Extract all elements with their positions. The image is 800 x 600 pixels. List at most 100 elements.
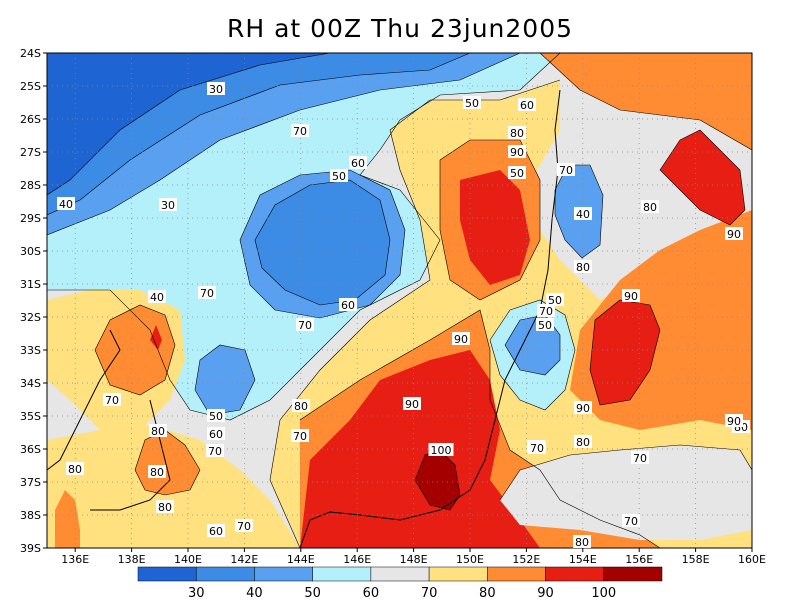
y-tick-label: 35S (20, 410, 41, 423)
contour-label: 90 (454, 333, 468, 346)
y-tick-label: 26S (20, 113, 41, 126)
contour-label: 50 (209, 410, 223, 423)
contour-label: 50 (465, 97, 479, 110)
contour-label: 70 (200, 287, 214, 300)
contour-label-bg (528, 441, 546, 454)
fill-pocket-70-se (500, 445, 752, 540)
y-tick-label: 36S (20, 443, 41, 456)
contour-label: 60 (209, 428, 223, 441)
y-tick-label: 39S (20, 542, 41, 555)
contour-label-bg (207, 409, 225, 422)
y-tick-label: 34S (20, 377, 41, 390)
contour-label-bg (463, 96, 481, 109)
colorbar-tick-label: 100 (591, 586, 616, 600)
contour-label-bg (641, 200, 659, 213)
colorbar-tick-label: 60 (363, 586, 380, 600)
fill-pocket-90-sw (135, 430, 200, 495)
x-tick-label: 140E (174, 553, 202, 566)
contour-label-bg (537, 304, 555, 317)
contour-label-bg (557, 163, 575, 176)
contour-label: 70 (624, 515, 638, 528)
contour-label: 90 (727, 228, 741, 241)
contour-label-bg (508, 145, 526, 158)
contour-label: 90 (624, 290, 638, 303)
contour-label: 60 (520, 99, 534, 112)
contour-label-bg (574, 435, 592, 448)
colorbar-swatch (545, 566, 605, 582)
contour-label-bg (207, 524, 225, 537)
contour-label-bg (148, 465, 166, 478)
contour-label-bg (207, 427, 225, 440)
contour-label: 80 (576, 436, 590, 449)
y-tick-label: 25S (20, 80, 41, 93)
x-tick-label: 158E (682, 553, 710, 566)
contour-label: 80 (294, 400, 308, 413)
colorbar-tick-label: 30 (188, 586, 205, 600)
x-tick-label: 148E (400, 553, 428, 566)
y-tick-label: 24S (20, 47, 41, 60)
contour-label: 90 (727, 415, 741, 428)
fill-level-90-east (540, 53, 752, 430)
colorbar-swatch (428, 566, 488, 582)
contour-label: 80 (151, 425, 165, 438)
contour-label-bg (546, 293, 564, 306)
contour-label: 80 (576, 261, 590, 274)
contour-label-bg (536, 318, 554, 331)
colorbar-swatch (487, 566, 546, 582)
plot-frame (46, 52, 753, 549)
y-tick-label: 31S (20, 278, 41, 291)
axis-ticks: 136E 138E 140E 142E 144E 146E 148E 150E 152E 154E… (20, 47, 766, 566)
x-tick-label: 136E (61, 553, 89, 566)
contour-label: 70 (559, 164, 573, 177)
contour-label: 80 (575, 536, 589, 549)
contour-label: 50 (548, 294, 562, 307)
contour-label-bg (206, 444, 224, 457)
y-tick-label: 27S (20, 146, 41, 159)
contour-label: 30 (161, 199, 175, 212)
contour-label-bg (103, 393, 121, 406)
contour-label: 70 (293, 125, 307, 138)
contour-label-bg (159, 198, 177, 211)
contour-label-bg (148, 290, 166, 303)
contour-label: 60 (209, 525, 223, 538)
contour-label-bg (349, 156, 367, 169)
fill-level-above-100 (415, 450, 460, 510)
contour-label-bg (291, 124, 309, 137)
contour-label-bg (574, 401, 592, 414)
colorbar-swatch (603, 566, 663, 582)
fill-pocket-100-west (150, 325, 162, 350)
contour-label-bg (207, 82, 225, 95)
contour-label: 100 (431, 444, 452, 457)
contour-label: 40 (576, 208, 590, 221)
colorbar: 30 40 50 60 70 80 90 100 (137, 566, 663, 600)
fill-pocket-90-sw2 (55, 490, 80, 548)
contour-label-bg (573, 535, 591, 548)
x-tick-label: 160E (738, 553, 766, 566)
contour-label: 70 (105, 394, 119, 407)
contour-label-bg (57, 197, 75, 210)
contour-label-bg (574, 260, 592, 273)
contour-label: 80 (68, 463, 82, 476)
contour-label: 50 (332, 170, 346, 183)
fill-blob-50-south (195, 345, 255, 415)
contour-label: 90 (576, 402, 590, 415)
y-tick-label: 38S (20, 509, 41, 522)
y-tick-label: 30S (20, 245, 41, 258)
contour-label-bg (296, 318, 314, 331)
contour-label-bg (725, 227, 743, 240)
contour-label: 50 (510, 167, 524, 180)
contour-label-bg (518, 98, 536, 111)
colorbar-swatch (254, 566, 313, 582)
colorbar-tick-label: 80 (479, 586, 496, 600)
contour-label-bg (622, 514, 640, 527)
x-tick-label: 150E (456, 553, 484, 566)
contour-label: 80 (643, 201, 657, 214)
contour-label: 40 (150, 291, 164, 304)
colorbar-tick-label: 50 (304, 586, 321, 600)
contour-label: 60 (351, 157, 365, 170)
x-tick-label: 138E (118, 553, 146, 566)
fill-level-30 (47, 53, 330, 195)
fill-blob-40-center (255, 180, 390, 305)
colorbar-tick-label: 90 (537, 586, 554, 600)
